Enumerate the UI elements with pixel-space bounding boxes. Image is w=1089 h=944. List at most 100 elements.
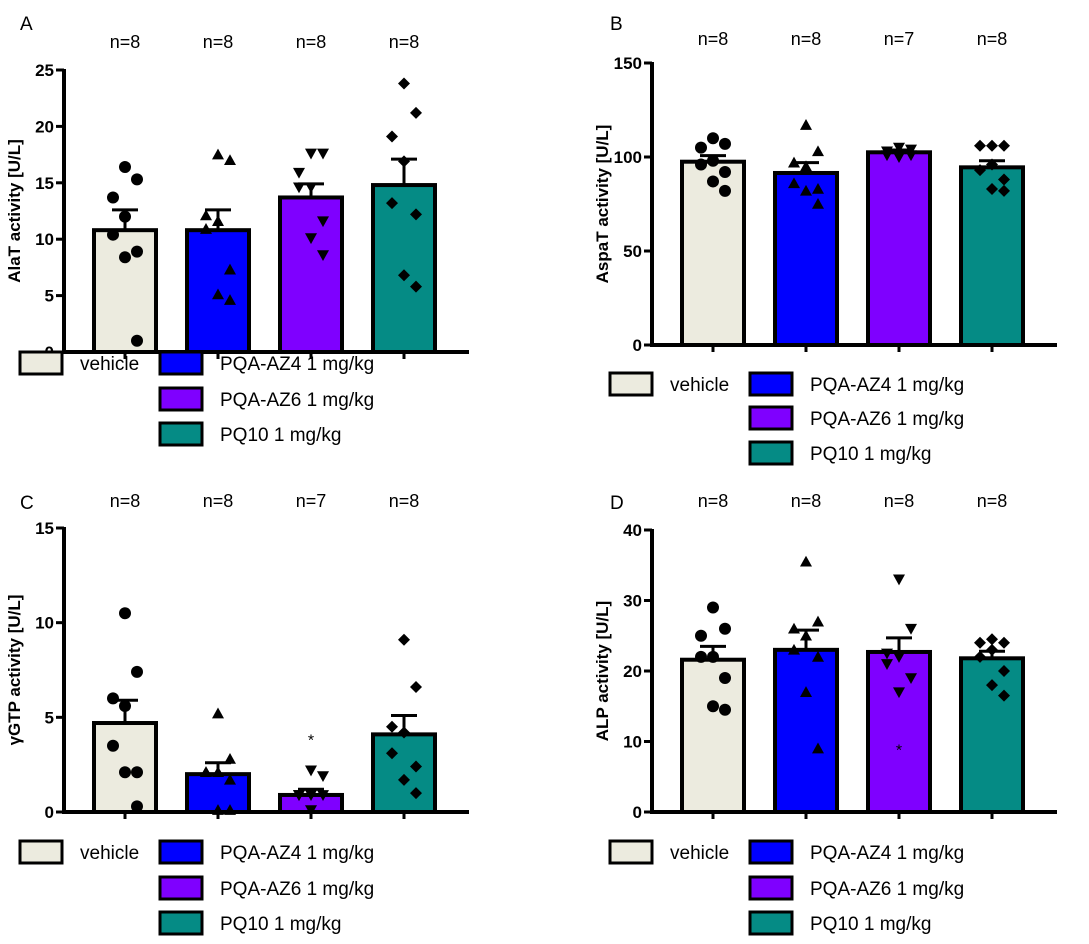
legend-swatch [18,350,64,376]
legend-label: PQA-AZ4 1 mg/kg [220,354,374,375]
data-point [881,659,893,670]
data-point [707,132,719,145]
y-tick-label: 5 [45,287,54,306]
data-point [974,164,986,177]
data-point [107,228,119,241]
data-point [986,182,998,195]
data-point [998,636,1010,649]
data-point [224,773,236,785]
n-label: n=7 [884,29,915,49]
bar-3 [278,195,344,354]
legend-swatch [158,421,204,447]
y-tick-label: 10 [623,733,642,752]
data-point [305,790,317,801]
n-label: n=8 [977,29,1008,49]
data-point [386,747,398,760]
y-tick-label: 10 [35,230,54,249]
data-point [788,156,800,168]
data-point [293,167,305,179]
legend-label: PQ10 1 mg/kg [220,914,341,935]
panel-label: B [610,14,623,35]
legend-label: PQA-AZ6 1 mg/kg [220,879,374,900]
y-tick-label: 20 [623,662,642,681]
data-point [212,288,224,300]
y-tick-label: 50 [623,242,642,261]
data-point [788,177,800,189]
data-point [800,184,812,196]
data-point [305,182,317,194]
legend-swatch [748,839,794,865]
data-point [719,137,731,150]
data-point [107,739,119,752]
data-point [119,766,131,779]
data-point [800,686,812,697]
data-point [974,139,986,152]
data-point [812,145,824,157]
legend-label: PQ10 1 mg/kg [810,444,931,465]
data-point [905,623,917,635]
data-point [119,161,131,174]
data-point [998,665,1010,677]
y-tick-label: 10 [35,614,54,633]
legend-label: vehicle [80,354,139,375]
data-point [893,652,905,663]
y-tick-label: 0 [633,803,642,822]
legend-label: PQ10 1 mg/kg [220,425,341,446]
y-tick-label: 25 [35,61,54,80]
data-point [905,673,917,685]
n-label: n=8 [791,491,822,511]
data-point [386,197,398,210]
data-point [881,648,893,660]
data-point [695,629,707,642]
data-point [410,280,422,293]
data-point [398,773,410,786]
legend-swatch [158,386,204,412]
y-tick-label: 0 [633,336,642,355]
data-point [293,790,305,801]
data-point [998,689,1010,702]
significance-marker: * [896,743,902,760]
n-label: n=8 [698,29,729,49]
data-point [800,555,812,567]
data-point [317,250,329,261]
n-label: n=7 [296,491,327,511]
data-point [317,771,329,783]
data-point [812,182,824,194]
data-point [305,765,317,777]
legend-label: vehicle [80,843,139,864]
n-label: n=8 [791,29,822,49]
data-point [905,144,917,156]
data-point [131,800,143,813]
data-point [119,251,131,264]
data-point [707,601,719,614]
legend-swatch [608,371,654,397]
n-label: n=8 [389,491,420,511]
data-point [317,148,329,160]
legend-label: PQA-AZ4 1 mg/kg [220,843,374,864]
data-point [200,223,212,234]
data-point [398,269,410,282]
data-point [695,650,707,663]
legend-label: PQA-AZ4 1 mg/kg [810,843,964,864]
data-point [398,77,410,90]
data-point [131,245,143,258]
data-point [131,334,143,347]
data-point [998,184,1010,197]
bar-1 [680,159,746,347]
data-point [224,294,236,305]
data-point [410,208,422,221]
data-point [893,142,905,154]
data-point [410,106,422,119]
y-tick-label: 15 [35,519,54,538]
panel-label: D [610,493,624,514]
legend-label: PQA-AZ4 1 mg/kg [810,375,964,396]
data-point [107,191,119,204]
data-point [812,650,824,662]
y-tick-label: 30 [623,592,642,611]
data-point [131,665,143,678]
data-point [386,130,398,143]
n-label: n=8 [389,32,420,52]
data-point [317,216,329,228]
data-point [986,633,998,646]
bar-3 [866,150,932,347]
